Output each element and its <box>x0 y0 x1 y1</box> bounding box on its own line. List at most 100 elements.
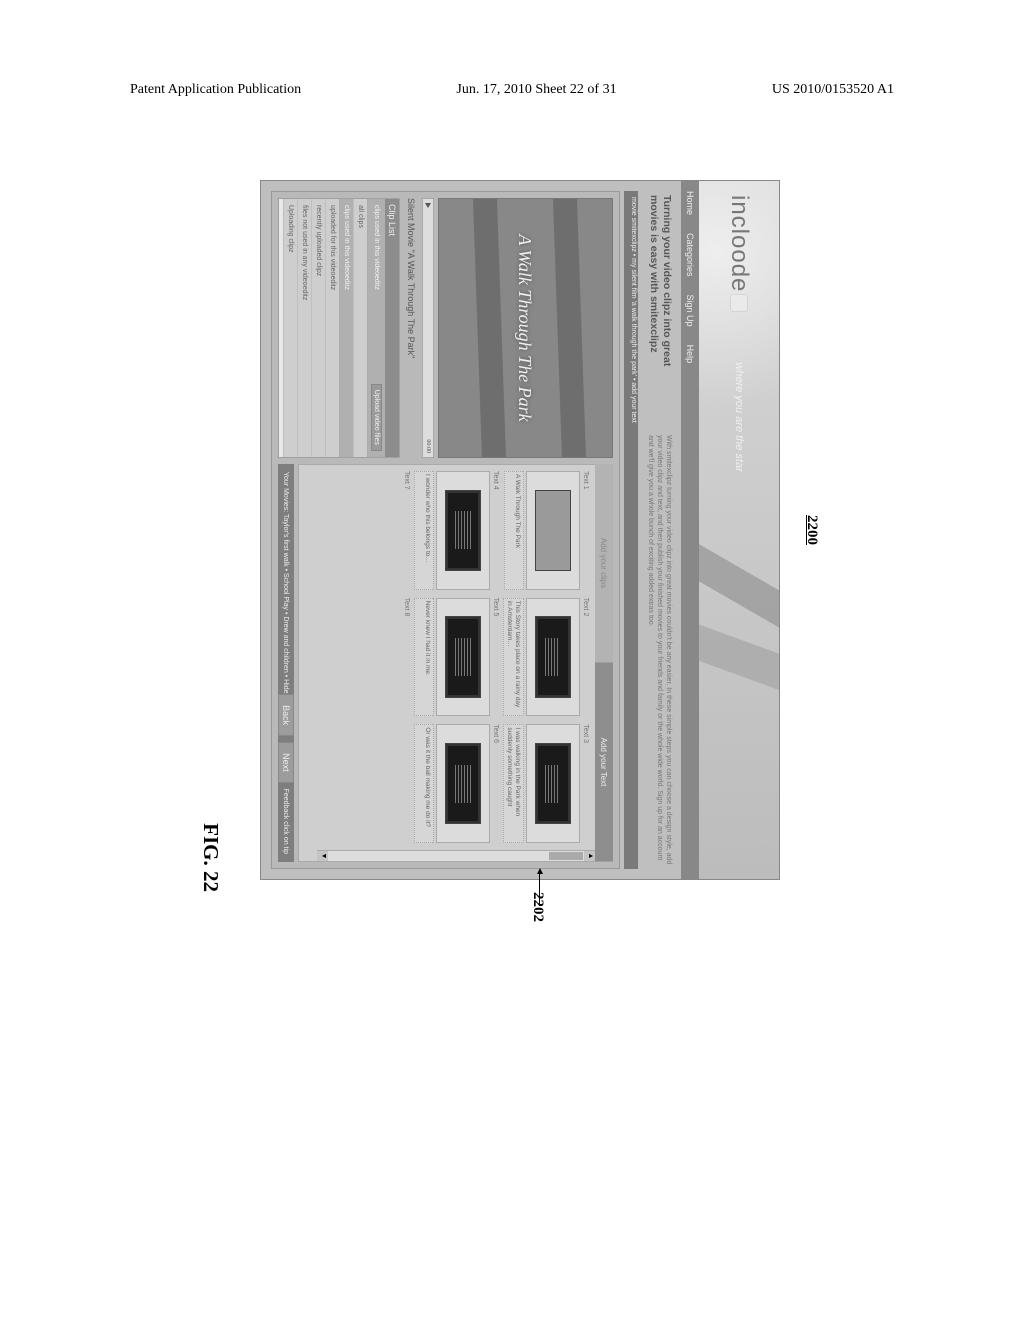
list-item[interactable]: recently uploaded clipz <box>311 199 325 457</box>
status-tip: Feedback click on tip <box>283 789 290 854</box>
tab-add-clips[interactable]: Add your clips <box>595 464 613 663</box>
intro-heading: Turning your video clipz into great movi… <box>646 195 673 405</box>
scrollbar[interactable]: ▲ ▼ <box>317 850 595 861</box>
list-label: uploaded for this videoeditz <box>329 205 336 290</box>
navbar: Home Categories Sign Up Help <box>681 181 699 879</box>
thumb-inner <box>535 490 571 572</box>
list-item[interactable]: Uploading clipz <box>283 199 297 457</box>
cell-label: Text 8 <box>403 598 410 717</box>
list-label: recently uploaded clipz <box>315 205 322 276</box>
cell-thumb[interactable] <box>436 471 490 590</box>
cell-thumb[interactable] <box>436 724 490 843</box>
storyboard-grid: Text 1 A Walk Through The Park Text 2 Th… <box>403 471 589 855</box>
status-left: Your Movies: Taylor's first walk • Schoo… <box>283 472 290 694</box>
header-center: Jun. 17, 2010 Sheet 22 of 31 <box>456 82 616 98</box>
cell-caption[interactable]: This Story takes place on a rainy day in… <box>503 598 524 717</box>
app-window: incloode where you are the star Home Cat… <box>260 180 780 880</box>
cell-caption[interactable]: Or was it the ball making me do it? <box>414 724 434 843</box>
figure-caption: FIG. 22 <box>198 823 223 892</box>
list-item[interactable]: all clips <box>353 199 367 457</box>
glyph-icon <box>455 638 470 676</box>
intro: Turning your video clipz into great movi… <box>638 181 681 879</box>
tab-row: Add your clips Add your Text <box>595 464 613 862</box>
page-header: Patent Application Publication Jun. 17, … <box>130 82 894 98</box>
list-label: clips used in this videoeditz <box>373 205 380 290</box>
nav-help[interactable]: Help <box>685 345 695 364</box>
list-item[interactable]: clips used in this videoeditz <box>339 199 353 457</box>
cell-thumb[interactable] <box>526 598 580 717</box>
list-label: files not used in any videoeditz <box>301 205 308 300</box>
thumb-inner <box>445 490 481 572</box>
breadcrumb-bar: movie smitexclipz • my silent film 'a wa… <box>624 191 638 869</box>
figure-number: 2200 <box>803 515 820 545</box>
scroll-thumb[interactable] <box>549 852 583 860</box>
timeline[interactable]: 00:00 <box>422 198 434 458</box>
nav-home[interactable]: Home <box>685 191 695 215</box>
list-label: clips used in this videoeditz <box>343 205 350 290</box>
story-cell[interactable]: Text 2 This Story takes place on a rainy… <box>503 598 589 717</box>
header-left: Patent Application Publication <box>130 82 301 98</box>
cell-caption[interactable]: I wonder who this belongs to… <box>414 471 434 590</box>
cell-caption[interactable]: I was walking in the Park when suddenly … <box>503 724 524 843</box>
glyph-icon <box>545 765 560 803</box>
story-cell[interactable]: Text 5 Never knew I had it in me. <box>414 598 499 717</box>
clip-list-empty <box>279 199 283 457</box>
list-item[interactable]: uploaded for this videoeditz <box>325 199 339 457</box>
figure-wrap: 2200 incloode where you are the star Hom… <box>240 180 780 880</box>
play-icon[interactable] <box>425 203 431 208</box>
time-display: 00:00 <box>425 439 431 453</box>
cell-label: Text 7 <box>403 471 410 590</box>
list-label: Uploading clipz <box>287 205 294 252</box>
storyboard: Text 1 A Walk Through The Park Text 2 Th… <box>298 464 595 862</box>
right-column: Add your clips Add your Text Text 1 A Wa… <box>278 464 613 862</box>
thumb-inner <box>445 616 481 698</box>
story-cell[interactable]: Text 7 <box>403 471 410 590</box>
story-cell[interactable]: Text 8 <box>403 598 410 717</box>
nav-categories[interactable]: Categories <box>685 233 695 277</box>
callout-label: 2202 <box>529 892 546 922</box>
back-button[interactable]: Back <box>278 694 294 736</box>
list-label: all clips <box>357 205 364 228</box>
story-cell[interactable]: Text 3 I was walking in the Park when su… <box>503 724 589 843</box>
thumb-inner <box>445 743 481 825</box>
glyph-icon <box>455 511 470 549</box>
intro-body: With smitexclipz turning your video clip… <box>646 435 673 865</box>
thumb-inner <box>535 743 571 825</box>
header-right: US 2010/0153520 A1 <box>772 82 894 98</box>
editor: A Walk Through The Park 00:00 Silent Mov… <box>271 191 620 869</box>
silent-movie-title: Silent Movie "A Walk Through The Park" <box>404 198 418 458</box>
glyph-icon <box>455 765 470 803</box>
clip-list: Clip List clips used in this videoeditz … <box>278 198 400 458</box>
scroll-down-icon[interactable]: ▼ <box>317 851 328 861</box>
cell-thumb[interactable] <box>526 471 580 590</box>
cell-thumb[interactable] <box>526 724 580 843</box>
cell-label: Text 3 <box>582 724 589 843</box>
tab-add-text[interactable]: Add your Text <box>595 663 613 862</box>
clip-list-header: Clip List <box>385 199 399 457</box>
next-button[interactable]: Next <box>278 742 294 783</box>
tagline: where you are the star <box>733 362 745 471</box>
video-preview[interactable]: A Walk Through The Park <box>438 198 613 458</box>
cell-caption[interactable]: A Walk Through The Park <box>504 471 524 590</box>
preview-title: A Walk Through The Park <box>514 204 537 451</box>
cell-label: Text 5 <box>492 598 499 717</box>
nav-signup[interactable]: Sign Up <box>685 295 695 327</box>
glyph-icon <box>545 638 560 676</box>
thumb-inner <box>535 616 571 698</box>
cell-label: Text 6 <box>492 724 499 843</box>
story-cell[interactable]: Text 4 I wonder who this belongs to… <box>414 471 499 590</box>
cell-caption[interactable]: Never knew I had it in me. <box>414 598 434 717</box>
list-item[interactable]: clips used in this videoeditz Upload vid… <box>367 199 385 457</box>
upload-button[interactable]: Upload video files <box>371 384 382 451</box>
scroll-up-icon[interactable]: ▲ <box>584 851 595 861</box>
cell-label: Text 4 <box>492 471 499 590</box>
logo-text: incloode <box>725 195 753 292</box>
story-cell[interactable]: Text 6 Or was it the ball making me do i… <box>414 724 499 843</box>
status-bar: Your Movies: Taylor's first walk • Schoo… <box>278 464 294 862</box>
cell-label: Text 2 <box>582 598 589 717</box>
cell-thumb[interactable] <box>436 598 490 717</box>
cell-label: Text 1 <box>582 471 589 590</box>
left-column: A Walk Through The Park 00:00 Silent Mov… <box>278 198 613 458</box>
story-cell[interactable]: Text 1 A Walk Through The Park <box>503 471 589 590</box>
list-item[interactable]: files not used in any videoeditz <box>297 199 311 457</box>
